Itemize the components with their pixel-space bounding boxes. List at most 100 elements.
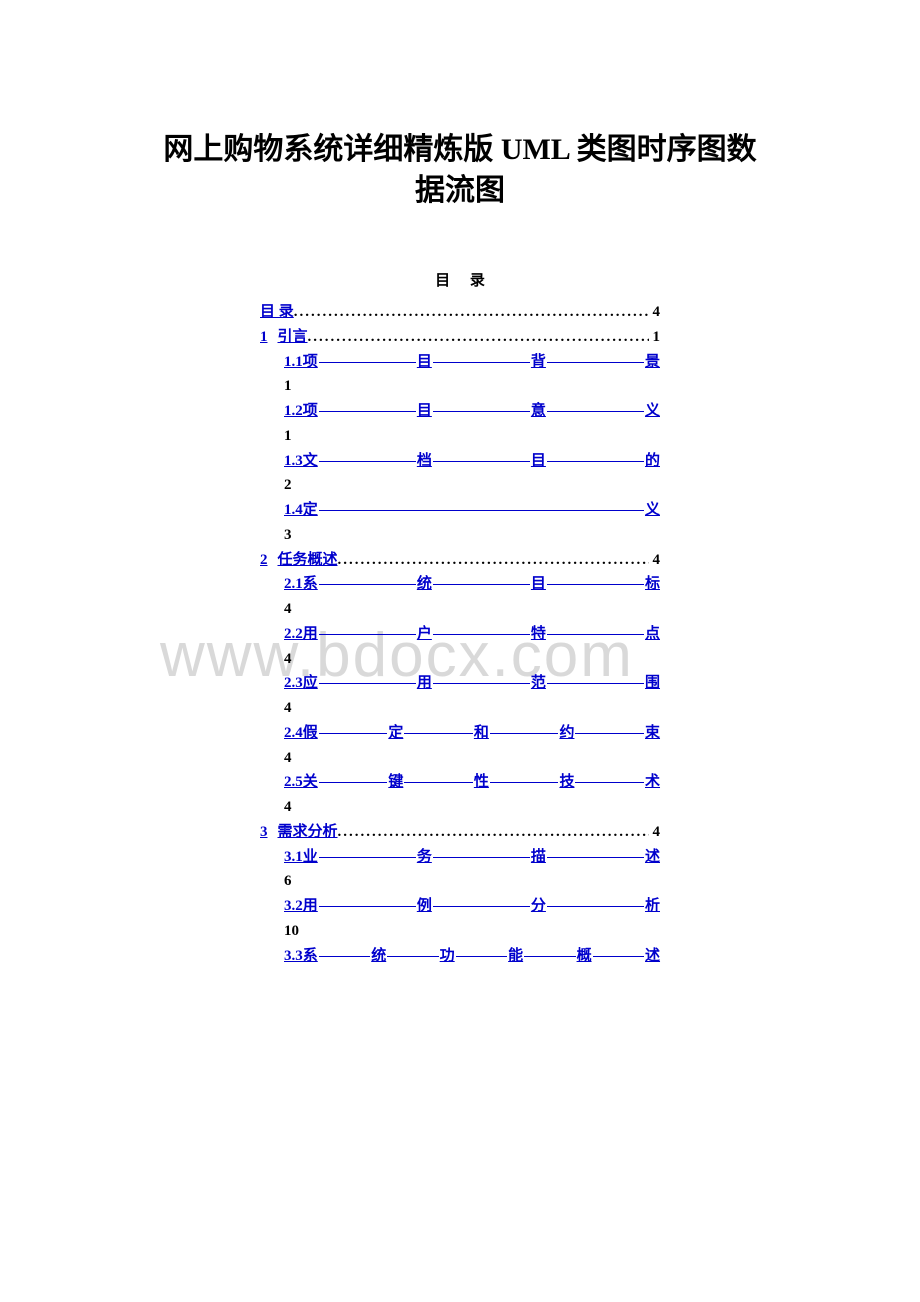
toc-subentry-char: 意	[531, 399, 546, 424]
toc-subentry-char: 定	[388, 721, 403, 746]
toc-subentry[interactable]: 3.3系统功能概述	[260, 944, 660, 969]
toc-subentry-head: 2.1系	[284, 572, 318, 597]
toc-underline-gap	[319, 733, 388, 734]
toc-subentry-tail: 标	[645, 572, 660, 597]
toc-subentry-char: 背	[531, 350, 546, 375]
toc-subentry-head: 1.1项	[284, 350, 318, 375]
toc-subentry-char: 键	[388, 770, 403, 795]
toc-entry[interactable]: 3 需求分析 4	[260, 820, 660, 845]
toc-underline-gap	[456, 956, 507, 957]
toc-subentry-char: 概	[577, 944, 592, 969]
toc-subentry[interactable]: 2.3应用范围	[260, 671, 660, 696]
toc-underline-gap	[319, 683, 416, 684]
toc-underline-gap	[319, 857, 416, 858]
toc-underline-gap	[547, 411, 644, 412]
toc-underline-gap	[547, 584, 644, 585]
toc-underline-gap	[319, 362, 416, 363]
toc-page-number: 4	[260, 696, 660, 721]
toc-underline-gap	[433, 362, 530, 363]
toc-entry[interactable]: 目 录 4	[260, 300, 660, 325]
toc-underline-gap	[319, 634, 416, 635]
toc-subentry[interactable]: 2.5关键性技术	[260, 770, 660, 795]
toc-underline-gap	[433, 683, 530, 684]
toc-subentry-head: 1.4定	[284, 498, 318, 523]
toc-subentry-char: 描	[531, 845, 546, 870]
toc-subentry-head: 3.3系	[284, 944, 318, 969]
toc-underline-gap	[319, 782, 388, 783]
toc-subentry[interactable]: 3.2用例分析	[260, 894, 660, 919]
toc-underline-gap	[433, 634, 530, 635]
toc-subentry-tail: 束	[645, 721, 660, 746]
toc-page-number: 4	[649, 300, 661, 325]
toc-underline-gap	[490, 782, 559, 783]
toc-subentry-tail: 述	[645, 944, 660, 969]
toc-subentry-char: 统	[371, 944, 386, 969]
toc-entry[interactable]: 1 引言 1	[260, 325, 660, 350]
toc-underline-gap	[547, 683, 644, 684]
title-line-2: 据流图	[415, 174, 505, 207]
toc-subentry-tail: 点	[645, 622, 660, 647]
toc-subentry[interactable]: 1.3文档目的	[260, 449, 660, 474]
toc-subentry-char: 目	[531, 572, 546, 597]
toc-subentry-tail: 析	[645, 894, 660, 919]
toc-subentry-tail: 述	[645, 845, 660, 870]
toc-underline-gap	[433, 857, 530, 858]
toc-underline-gap	[404, 782, 473, 783]
toc-entry[interactable]: 2 任务概述 4	[260, 548, 660, 573]
toc-subentry-tail: 义	[645, 399, 660, 424]
toc-underline-gap	[524, 956, 575, 957]
toc-underline-gap	[575, 733, 644, 734]
toc-subentry-char: 用	[417, 671, 432, 696]
toc-underline-gap	[319, 411, 416, 412]
toc-subentry[interactable]: 1.1项目背景	[260, 350, 660, 375]
toc-underline-gap	[319, 956, 370, 957]
toc-underline-gap	[593, 956, 644, 957]
toc-subentry-char: 户	[417, 622, 432, 647]
toc-subentry[interactable]: 3.1业 务 描 述	[260, 845, 660, 870]
toc-subentry-head: 3.2用	[284, 894, 318, 919]
toc-underline-gap	[547, 461, 644, 462]
toc-page-number: 6	[260, 869, 660, 894]
toc-underline-gap	[319, 510, 644, 511]
toc-subentry-char: 务	[417, 845, 432, 870]
toc-entry-label: 需求分析	[278, 820, 338, 845]
toc-page-number: 4	[260, 795, 660, 820]
toc-subentry-head: 3.1业	[284, 845, 318, 870]
toc-subentry-char: 统	[417, 572, 432, 597]
toc-page-number: 2	[260, 473, 660, 498]
toc-page-number: 1	[260, 424, 660, 449]
toc-subentry-head: 1.3文	[284, 449, 318, 474]
toc-entry-number: 2	[260, 548, 268, 573]
toc-leader-dots	[338, 820, 649, 845]
toc-subentry[interactable]: 1.2项目意义	[260, 399, 660, 424]
toc-leader-dots	[308, 325, 649, 350]
document-title: 网上购物系统详细精炼版 UML 类图时序图数 据流图	[110, 130, 810, 211]
document-page: 网上购物系统详细精炼版 UML 类图时序图数 据流图 目 录 目 录 4 1 引…	[0, 0, 920, 968]
toc-subentry-tail: 围	[645, 671, 660, 696]
toc-subentry-char: 性	[474, 770, 489, 795]
toc-page-number: 4	[260, 597, 660, 622]
toc-subentry-head: 2.2用	[284, 622, 318, 647]
toc-subentry-char: 目	[531, 449, 546, 474]
toc-entry-number: 1	[260, 325, 268, 350]
toc-underline-gap	[433, 461, 530, 462]
toc-underline-gap	[547, 362, 644, 363]
toc-subentry-tail: 的	[645, 449, 660, 474]
toc-subentry-char: 约	[559, 721, 574, 746]
table-of-contents: 目 录 目 录 4 1 引言 1 1.1项目背景11.2项目意义11.3文档目的…	[260, 269, 660, 968]
toc-entry-label: 目 录	[260, 300, 294, 325]
toc-page-number: 10	[260, 919, 660, 944]
title-line-1: 网上购物系统详细精炼版 UML 类图时序图数	[163, 133, 756, 166]
toc-entry-number: 3	[260, 820, 268, 845]
toc-subentry[interactable]: 2.2用户特点	[260, 622, 660, 647]
toc-subentry[interactable]: 2.1系 统 目 标	[260, 572, 660, 597]
toc-subentry-char: 例	[417, 894, 432, 919]
toc-subentry[interactable]: 1.4定义	[260, 498, 660, 523]
toc-subentry[interactable]: 2.4假 定 和 约 束	[260, 721, 660, 746]
toc-page-number: 4	[260, 647, 660, 672]
toc-subentry-char: 和	[474, 721, 489, 746]
toc-leader-dots	[338, 548, 649, 573]
toc-subentry-head: 2.4假	[284, 721, 318, 746]
toc-underline-gap	[319, 906, 416, 907]
toc-underline-gap	[404, 733, 473, 734]
